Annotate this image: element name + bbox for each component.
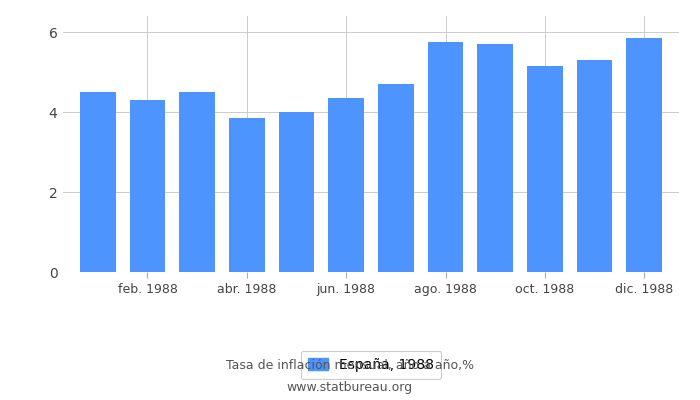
Text: Tasa de inflación mensual, año a año,%: Tasa de inflación mensual, año a año,% <box>226 360 474 372</box>
Bar <box>428 42 463 272</box>
Bar <box>279 112 314 272</box>
Legend: España, 1988: España, 1988 <box>300 351 442 378</box>
Bar <box>328 98 364 272</box>
Bar <box>477 44 513 272</box>
Bar <box>80 92 116 272</box>
Bar <box>577 60 612 272</box>
Bar <box>229 118 265 272</box>
Text: www.statbureau.org: www.statbureau.org <box>287 382 413 394</box>
Bar <box>527 66 563 272</box>
Bar <box>179 92 215 272</box>
Bar <box>626 38 662 272</box>
Bar <box>130 100 165 272</box>
Bar <box>378 84 414 272</box>
